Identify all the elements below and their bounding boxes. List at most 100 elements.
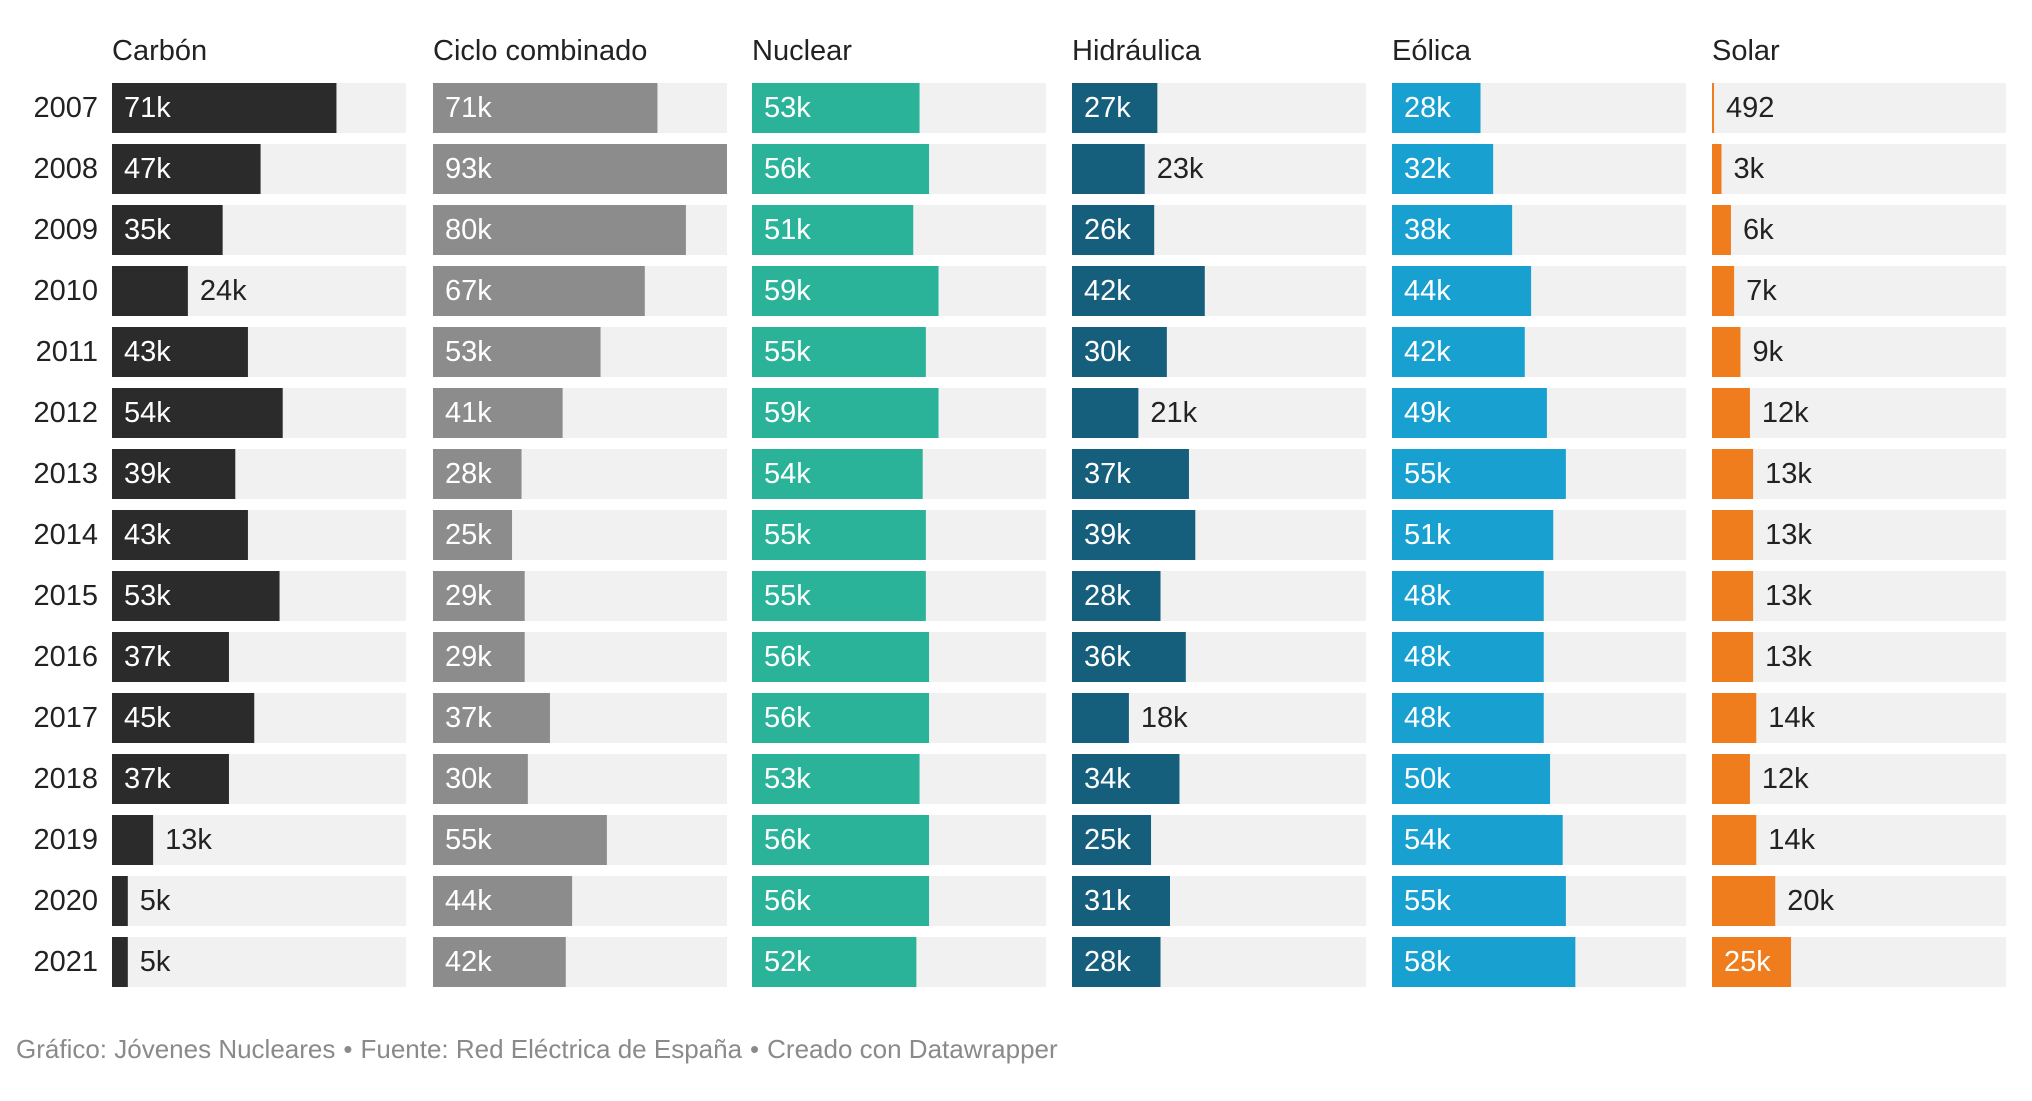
value-label: 6k [1743,214,1774,246]
bar-background [1712,144,2006,194]
footer-tool-credit: Creado con Datawrapper [767,1034,1058,1064]
value-label: 53k [124,580,171,612]
year-label: 2019 [33,824,98,856]
bar [1712,693,1757,743]
value-label: 48k [1404,580,1451,612]
bar [1392,876,1566,926]
year-label: 2012 [33,397,98,429]
value-label: 54k [764,458,811,490]
value-label: 56k [764,641,811,673]
value-label: 37k [445,702,492,734]
bar [112,266,188,316]
value-label: 54k [1404,824,1451,856]
bar [1712,632,1754,682]
bar [433,510,513,560]
bar [1712,571,1754,621]
year-label: 2009 [33,214,98,246]
value-label: 55k [445,824,492,856]
year-label: 2010 [33,275,98,307]
bar [1392,83,1481,133]
bar [752,205,914,255]
value-label: 48k [1404,702,1451,734]
bar [1712,510,1754,560]
bar [433,632,525,682]
value-label: 43k [124,519,171,551]
bar [112,83,337,133]
value-label: 492 [1726,92,1774,124]
value-label: 24k [200,275,247,307]
bar [112,449,236,499]
bar [1072,449,1189,499]
footer-separator: • [343,1034,353,1064]
bar [1712,144,1722,194]
value-label: 29k [445,641,492,673]
value-label: 56k [764,885,811,917]
bar [112,510,248,560]
value-label: 14k [1768,824,1815,856]
bar [112,571,280,621]
value-label: 44k [445,885,492,917]
year-label: 2008 [33,153,98,185]
footer-separator: • [750,1034,760,1064]
bar [433,754,528,804]
bar [1712,937,1792,987]
bar [112,388,283,438]
value-label: 13k [165,824,212,856]
value-label: 20k [1787,885,1834,917]
value-label: 5k [140,885,171,917]
bar [1712,266,1735,316]
bar [112,937,128,987]
bar [1072,83,1158,133]
bar-background [1712,449,2006,499]
bar [752,937,917,987]
value-label: 27k [1084,92,1131,124]
value-label: 12k [1762,397,1809,429]
bar [433,815,607,865]
year-label: 2014 [33,519,98,551]
value-label: 3k [1733,153,1764,185]
bar [433,449,522,499]
bar [1712,876,1776,926]
bar-background [1712,510,2006,560]
bar [1072,937,1161,987]
bar [433,937,566,987]
bar [433,693,550,743]
value-label: 44k [1404,275,1451,307]
bar-background [1712,205,2006,255]
bar [112,144,261,194]
bar [1392,266,1532,316]
bar [433,571,525,621]
bar [1392,388,1547,438]
bar [433,327,601,377]
year-label: 2013 [33,458,98,490]
bar [112,815,154,865]
value-label: 29k [445,580,492,612]
value-label: 55k [764,580,811,612]
value-label: 39k [124,458,171,490]
value-label: 42k [1404,336,1451,368]
bar [1392,144,1494,194]
value-label: 71k [124,92,171,124]
bar [1712,754,1750,804]
column-header: Solar [1712,35,1780,67]
bar [752,754,920,804]
bar-background [1712,83,2006,133]
value-label: 26k [1084,214,1131,246]
value-label: 59k [764,397,811,429]
value-label: 30k [445,763,492,795]
year-label: 2016 [33,641,98,673]
value-label: 52k [764,946,811,978]
value-label: 37k [124,763,171,795]
bar [1392,205,1513,255]
value-label: 28k [1084,580,1131,612]
value-label: 51k [764,214,811,246]
bar-background [112,876,406,926]
bar [112,327,248,377]
footer-graphic-credit: Gráfico: Jóvenes Nucleares [16,1034,336,1064]
value-label: 36k [1084,641,1131,673]
bar [1072,144,1145,194]
footer-source: Fuente: Red Eléctrica de España [360,1034,743,1064]
value-label: 55k [764,336,811,368]
value-label: 13k [1765,641,1812,673]
